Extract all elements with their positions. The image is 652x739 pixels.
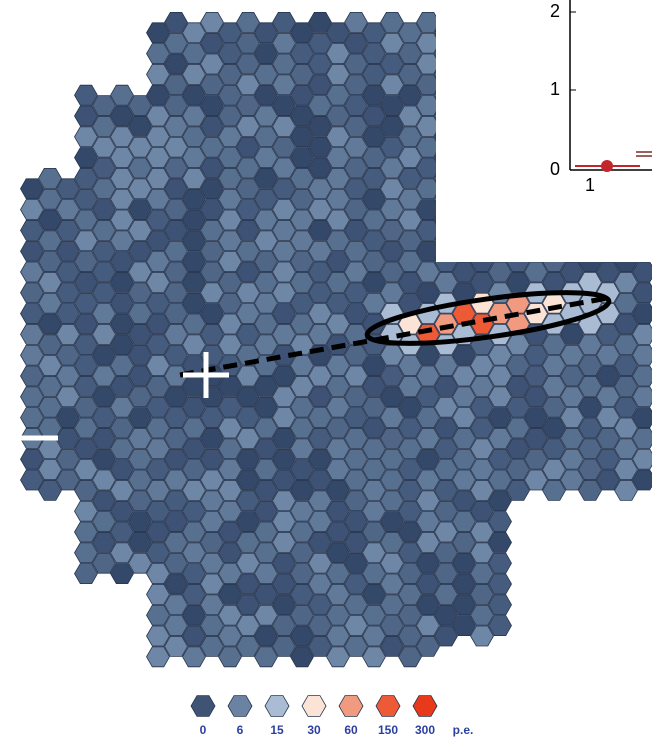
x-tick-label: 1 bbox=[585, 175, 595, 195]
legend-label: 15 bbox=[270, 723, 284, 737]
legend: 0 6 15 30 60 150 300 p.e. bbox=[191, 696, 473, 738]
inset-plot: 2 1 0 1 bbox=[436, 0, 652, 262]
legend-label: 300 bbox=[415, 723, 435, 737]
legend-label: 6 bbox=[237, 723, 244, 737]
figure: 2 1 0 1 0 6 15 30 60 150 300 p.e. bbox=[0, 0, 652, 739]
y-tick-label: 2 bbox=[550, 1, 560, 21]
inset-point bbox=[601, 160, 613, 172]
legend-label: 150 bbox=[378, 723, 398, 737]
y-tick-label: 0 bbox=[550, 159, 560, 179]
inset-background bbox=[436, 0, 652, 262]
legend-label: 0 bbox=[200, 723, 207, 737]
legend-label: 30 bbox=[307, 723, 321, 737]
legend-swatch bbox=[302, 696, 326, 717]
legend-swatch bbox=[339, 696, 363, 717]
y-tick-label: 1 bbox=[550, 79, 560, 99]
legend-label: 60 bbox=[344, 723, 358, 737]
legend-swatch bbox=[191, 696, 215, 717]
legend-swatch bbox=[265, 696, 289, 717]
legend-swatch bbox=[376, 696, 400, 717]
legend-swatch bbox=[413, 696, 437, 717]
legend-unit: p.e. bbox=[453, 723, 474, 737]
legend-swatch bbox=[228, 696, 252, 717]
